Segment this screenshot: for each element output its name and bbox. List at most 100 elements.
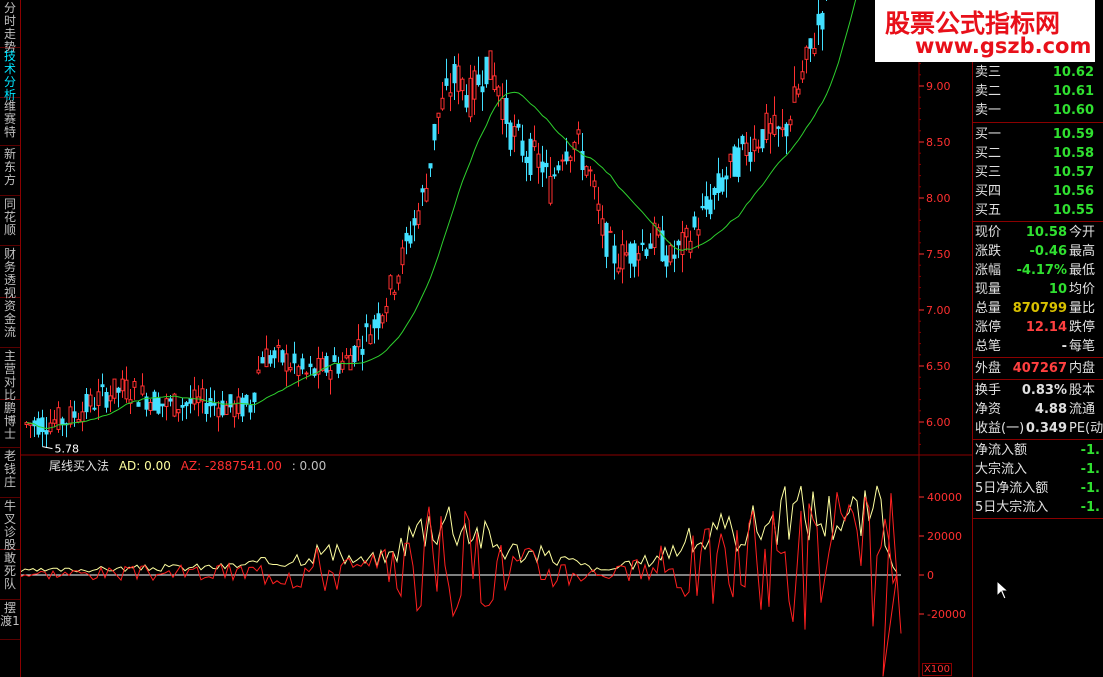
candle-body	[288, 367, 293, 371]
panel-separator	[973, 518, 1103, 519]
chart-area[interactable]: 12.0011.5011.0010.5010.009.509.008.508.0…	[21, 0, 973, 677]
candle-body	[460, 78, 465, 92]
sidebar-tab-1[interactable]: 技术分析	[0, 48, 20, 102]
candle-body	[432, 123, 437, 141]
order_book-value: 10.62	[1052, 65, 1094, 80]
candle-body	[664, 255, 669, 267]
candle-body	[496, 86, 501, 97]
candle-body	[56, 407, 61, 430]
candle-body	[720, 177, 725, 192]
candle-body	[316, 357, 321, 375]
sidebar-tab-0[interactable]: 分时走势	[0, 0, 20, 54]
sidebar-tab-4[interactable]: 同花顺	[0, 196, 20, 246]
order_book-value: 10.57	[1052, 165, 1094, 180]
chart-canvas[interactable]: 12.0011.5011.0010.5010.009.509.008.508.0…	[21, 0, 973, 677]
candle-body	[404, 232, 409, 242]
candle-body	[812, 48, 817, 55]
order_book-value: 10.60	[1052, 103, 1094, 118]
flow-label: 净流入额	[975, 443, 1028, 458]
candle-body	[444, 78, 449, 86]
panel-separator	[973, 439, 1103, 440]
sidebar-tab-6[interactable]: 资金流	[0, 298, 20, 348]
candle-body	[212, 403, 217, 406]
candle-body	[784, 123, 789, 137]
stats-label: 现价	[975, 225, 1002, 240]
candle-body	[476, 74, 481, 86]
candle-body	[348, 355, 353, 371]
candle-body	[268, 355, 273, 364]
candle-body	[640, 242, 645, 246]
candle-body	[644, 249, 649, 256]
az-line	[21, 492, 902, 677]
candle-body	[740, 135, 745, 145]
stats-row: 涨跌 -0.46 最高	[973, 242, 1103, 261]
flow-label: 大宗流入	[975, 462, 1028, 477]
candle-body	[132, 380, 137, 388]
flow-label: 5日净流入额	[975, 481, 1049, 496]
candle-body	[596, 203, 601, 211]
candle-body	[384, 305, 389, 314]
flow-row: 5日净流入额 -1.	[973, 479, 1103, 498]
candle-body	[360, 348, 365, 355]
candle-body	[576, 129, 581, 135]
candle-body	[232, 403, 237, 418]
stats-value: -0.46	[1029, 244, 1067, 259]
candle-body	[244, 394, 249, 405]
stats-value: 12.14	[1025, 320, 1067, 335]
sidebar-tab-5[interactable]: 财务透视	[0, 246, 20, 300]
candle-body	[492, 75, 497, 91]
sidebar-tab-2[interactable]: 维赛特	[0, 98, 20, 146]
indicator-tick-label: -20000	[927, 608, 966, 621]
candle-body	[756, 146, 761, 149]
candle-body	[564, 151, 569, 162]
sidebar-tab-9[interactable]: 老钱庄	[0, 448, 20, 498]
candle-body	[532, 140, 537, 148]
candle-body	[284, 353, 289, 372]
candle-body	[788, 119, 793, 126]
order_book-label: 买三	[975, 165, 1002, 180]
candle-body	[428, 163, 433, 169]
candle-body	[608, 230, 613, 233]
candle-body	[436, 112, 441, 118]
extra-legend-value: 0.00	[299, 459, 327, 473]
candle-body	[276, 344, 281, 348]
order_book-value: 10.59	[1052, 127, 1094, 142]
candle-body	[164, 398, 169, 408]
candle-body	[780, 127, 785, 131]
candle-body	[156, 397, 161, 414]
sidebar-tab-10[interactable]: 牛叉诊股	[0, 498, 20, 552]
az-legend-name: AZ	[180, 459, 198, 473]
candle-body	[144, 396, 149, 410]
candle-body	[792, 86, 797, 103]
flow-value: -1.	[1080, 443, 1100, 458]
sidebar-tab-3[interactable]: 新东方	[0, 146, 20, 196]
sidebar-tab-8[interactable]: 鹏博士	[0, 400, 20, 448]
price-tick-label: 9.00	[926, 80, 951, 93]
stats-row: 外盘 407267 内盘	[973, 359, 1103, 378]
candle-body	[336, 363, 341, 374]
candle-body	[520, 140, 525, 156]
order_book-label: 卖二	[975, 84, 1002, 99]
candle-body	[728, 153, 733, 162]
candle-body	[272, 350, 277, 359]
sidebar-tab-12[interactable]: 摆渡1	[0, 600, 20, 640]
candle-body	[504, 97, 509, 124]
stats-row: 总量 870799 量比	[973, 299, 1103, 318]
candle-body	[100, 384, 105, 388]
order_book-label: 买一	[975, 127, 1002, 142]
candle-body	[140, 385, 145, 395]
candle-body	[624, 252, 629, 256]
candle-body	[800, 71, 805, 80]
sidebar-tab-11[interactable]: 敢死队	[0, 550, 20, 600]
candle-body	[488, 50, 493, 80]
stats-value: 4.88	[1034, 402, 1067, 417]
sidebar-tab-7[interactable]: 主营对比	[0, 348, 20, 402]
low-label: 5.78	[55, 443, 80, 456]
candle-body	[280, 350, 285, 363]
stats-label: 外盘	[975, 361, 1002, 376]
flow-value: -1.	[1080, 462, 1100, 477]
scale-label[interactable]: X100	[922, 663, 952, 676]
candle-body	[124, 379, 129, 400]
ad-legend-value: 0.00	[144, 459, 171, 473]
candle-body	[200, 388, 205, 402]
